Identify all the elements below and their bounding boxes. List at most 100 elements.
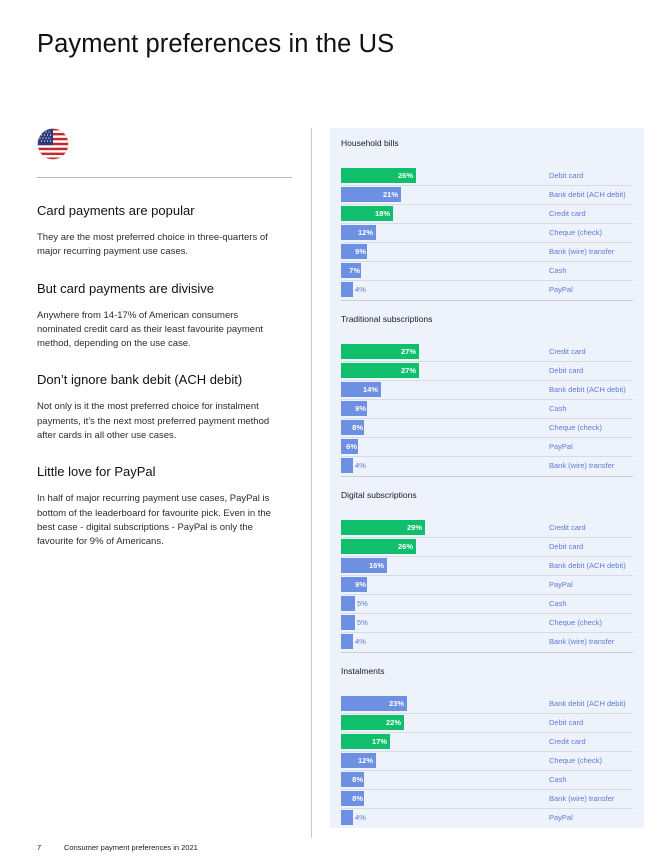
bar	[341, 363, 419, 378]
bar-value-label: 22%	[385, 718, 401, 727]
finding-card-popular: Card payments are popular They are the m…	[37, 200, 282, 260]
bar	[341, 734, 390, 749]
bar	[341, 715, 404, 730]
bar-value-label: 27%	[400, 347, 416, 356]
bar-value-label: 5%	[357, 618, 368, 627]
chart-row: 22% Debit card	[341, 714, 633, 733]
chart-row: 12% Cheque (check)	[341, 224, 633, 243]
bar	[341, 439, 358, 454]
bar-value-label: 9%	[355, 404, 366, 413]
bar	[341, 810, 353, 825]
finding-card-divisive: But card payments are divisive Anywhere …	[37, 278, 282, 352]
chart-row: 26% Debit card	[341, 538, 633, 557]
category-label: Cash	[549, 775, 567, 784]
finding-heading: Little love for PayPal	[37, 464, 156, 480]
chart-row: 4% PayPal	[341, 809, 633, 828]
bar	[341, 558, 387, 573]
bar	[341, 401, 367, 416]
finding-bank-debit: Don’t ignore bank debit (ACH debit) Not …	[37, 369, 282, 443]
chart-row: 8% Bank (wire) transfer	[341, 790, 633, 809]
finding-body: They are the most preferred choice in th…	[37, 232, 268, 258]
key-findings: Card payments are popular They are the m…	[37, 200, 282, 568]
bar-value-label: 9%	[355, 580, 366, 589]
bar	[341, 263, 361, 278]
chart-row: 5% Cash	[341, 595, 633, 614]
bar	[341, 520, 425, 535]
finding-body: In half of major recurring payment use c…	[37, 493, 271, 548]
bar-value-label: 12%	[357, 228, 373, 237]
bar	[341, 772, 364, 787]
chart-separator	[341, 476, 633, 477]
chart-title: Digital subscriptions	[341, 490, 417, 500]
bar	[341, 168, 416, 183]
category-label: Bank debit (ACH debit)	[549, 561, 626, 570]
category-label: Bank (wire) transfer	[549, 247, 615, 256]
category-label: Bank debit (ACH debit)	[549, 190, 626, 199]
category-label: PayPal	[549, 442, 573, 451]
category-label: Cash	[549, 404, 567, 413]
category-label: Debit card	[549, 171, 584, 180]
page-footer: 7 Consumer payment preferences in 2021	[37, 843, 198, 852]
bar-value-label: 16%	[368, 561, 384, 570]
bar	[341, 344, 419, 359]
category-label: Bank (wire) transfer	[549, 637, 615, 646]
bar	[341, 577, 367, 592]
charts-panel: Household bills 26% Debit card 21% Bank debi…	[330, 128, 644, 828]
finding-paypal: Little love for PayPal In half of major …	[37, 461, 282, 549]
category-label: Cash	[549, 266, 567, 275]
chart-separator	[341, 652, 633, 653]
chart-separator	[341, 300, 633, 301]
bar-value-label: 12%	[357, 756, 373, 765]
chart-row: 29% Credit card	[341, 519, 633, 538]
bar	[341, 539, 416, 554]
category-label: Credit card	[549, 209, 586, 218]
chart-row: 9% Cash	[341, 400, 633, 419]
chart-title: Traditional subscriptions	[341, 314, 433, 324]
finding-heading: Don’t ignore bank debit (ACH debit)	[37, 372, 243, 388]
bar	[341, 244, 367, 259]
bar-value-label: 14%	[362, 385, 378, 394]
footer-text: Consumer payment preferences in 2021	[64, 843, 198, 852]
chart-row: 4% Bank (wire) transfer	[341, 457, 633, 476]
category-label: Debit card	[549, 366, 584, 375]
bar-value-label: 23%	[388, 699, 404, 708]
chart-row: 6% PayPal	[341, 438, 633, 457]
category-label: Credit card	[549, 347, 586, 356]
finding-body: Not only is it the most preferred choice…	[37, 401, 270, 442]
finding-body: Anywhere from 14-17% of American consume…	[37, 309, 264, 350]
bar-value-label: 29%	[406, 523, 422, 532]
chart-title: Household bills	[341, 138, 399, 148]
finding-heading: Card payments are popular	[37, 203, 195, 218]
category-label: PayPal	[549, 813, 573, 822]
bar-value-label: 26%	[397, 171, 413, 180]
category-label: PayPal	[549, 285, 573, 294]
chart-rows: 23% Bank debit (ACH debit) 22% Debit card 17…	[341, 695, 633, 828]
chart-row: 18% Credit card	[341, 205, 633, 224]
finding-heading: But card payments are divisive	[37, 280, 215, 296]
category-label: Bank (wire) transfer	[549, 794, 615, 803]
column-divider	[311, 128, 312, 838]
bar-value-label: 17%	[371, 737, 387, 746]
chart-row: 4% Bank (wire) transfer	[341, 633, 633, 652]
category-label: PayPal	[549, 580, 573, 589]
us-flag-icon	[37, 128, 69, 160]
chart-rows: 29% Credit card 26% Debit card 16% Bank debit…	[341, 519, 633, 652]
chart-instalments: Instalments 23% Bank debit (ACH debit) 22% D…	[341, 665, 633, 825]
chart-row: 9% PayPal	[341, 576, 633, 595]
bar-value-label: 7%	[349, 266, 360, 275]
bar-value-label: 5%	[357, 599, 368, 608]
bar-value-label: 4%	[355, 461, 366, 470]
bar	[341, 458, 353, 473]
bar-value-label: 8%	[352, 794, 363, 803]
bar	[341, 225, 376, 240]
chart-row: 8% Cash	[341, 771, 633, 790]
page-title: Payment preferences in the US	[37, 30, 395, 58]
bar-value-label: 8%	[352, 423, 363, 432]
bar	[341, 596, 355, 611]
bar-value-label: 27%	[400, 366, 416, 375]
category-label: Bank (wire) transfer	[549, 461, 615, 470]
page-number: 7	[37, 843, 42, 852]
category-label: Bank debit (ACH debit)	[549, 385, 626, 394]
chart-row: 27% Debit card	[341, 362, 633, 381]
bar-value-label: 21%	[382, 190, 398, 199]
